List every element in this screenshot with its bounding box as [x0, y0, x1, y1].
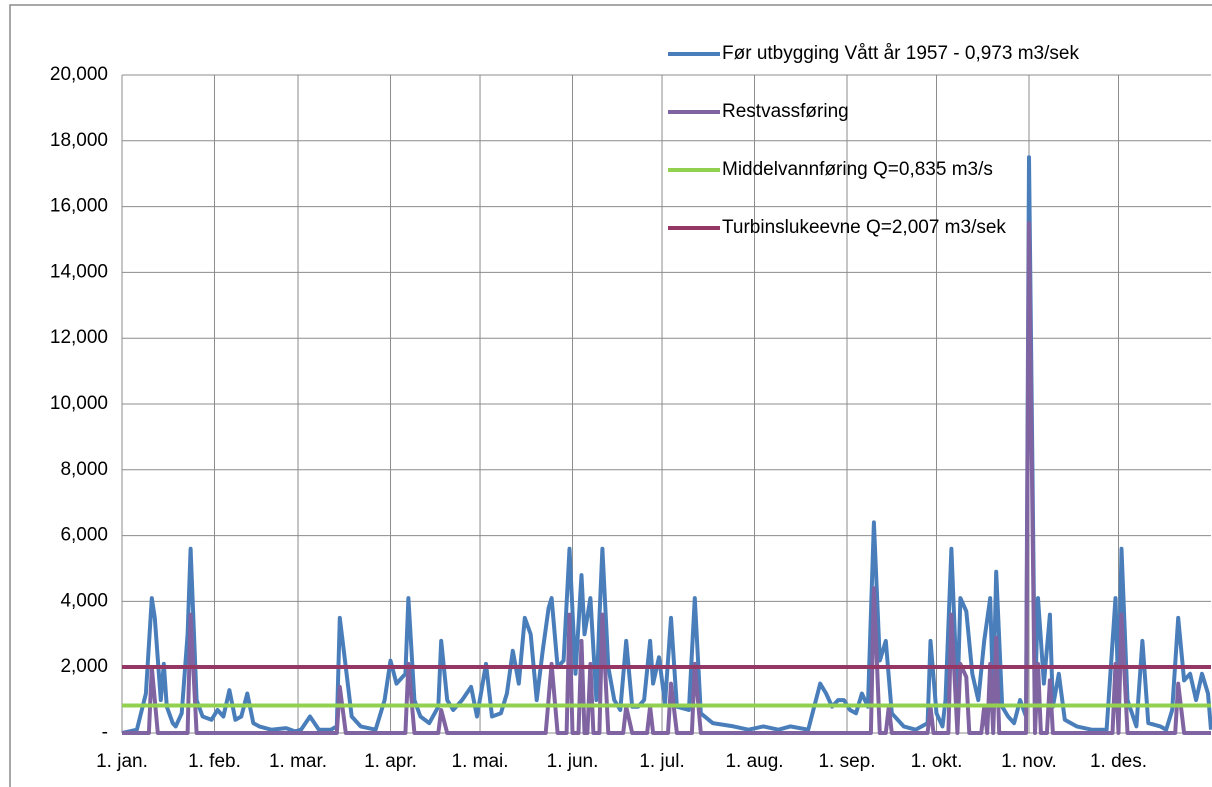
series-line — [121, 155, 1212, 735]
x-tick-label: 1. jul. — [639, 751, 684, 772]
x-tick-label: 1. mai. — [452, 751, 509, 772]
x-tick-label: 1. jun. — [547, 751, 599, 772]
x-tick-label: 1. aug. — [725, 751, 783, 772]
series-line — [122, 221, 1211, 735]
legend-label: Turbinslukeevne Q=2,007 m3/sek — [722, 217, 1006, 238]
y-tick-label: - — [102, 722, 108, 743]
y-tick-label: 8,000 — [60, 459, 108, 480]
legend-label: Middelvannføring Q=0,835 m3/s — [722, 159, 993, 180]
y-tick-label: 10,000 — [50, 393, 108, 414]
x-tick-label: 1. feb. — [188, 751, 241, 772]
legend-label: Restvassføring — [722, 101, 849, 122]
x-tick-label: 1. sep. — [818, 751, 875, 772]
x-tick-label: 1. apr. — [364, 751, 417, 772]
x-tick-label: 1. nov. — [1001, 751, 1057, 772]
x-tick-label: 1. okt. — [911, 751, 963, 772]
x-tick-label: 1. mar. — [269, 751, 327, 772]
y-tick-label: 4,000 — [60, 590, 108, 611]
y-tick-label: 18,000 — [50, 130, 108, 151]
chart-frame — [9, 4, 1212, 787]
legend-label: Før utbygging Vått år 1957 - 0,973 m3/se… — [722, 43, 1079, 64]
x-tick-label: 1. jan. — [96, 751, 148, 772]
y-tick-label: 16,000 — [50, 196, 108, 217]
y-tick-label: 20,000 — [50, 64, 108, 85]
y-tick-label: 2,000 — [60, 656, 108, 677]
y-tick-label: 14,000 — [50, 261, 108, 282]
x-tick-label: 1. des. — [1090, 751, 1147, 772]
y-tick-label: 12,000 — [50, 327, 108, 348]
y-tick-label: 6,000 — [60, 525, 108, 546]
